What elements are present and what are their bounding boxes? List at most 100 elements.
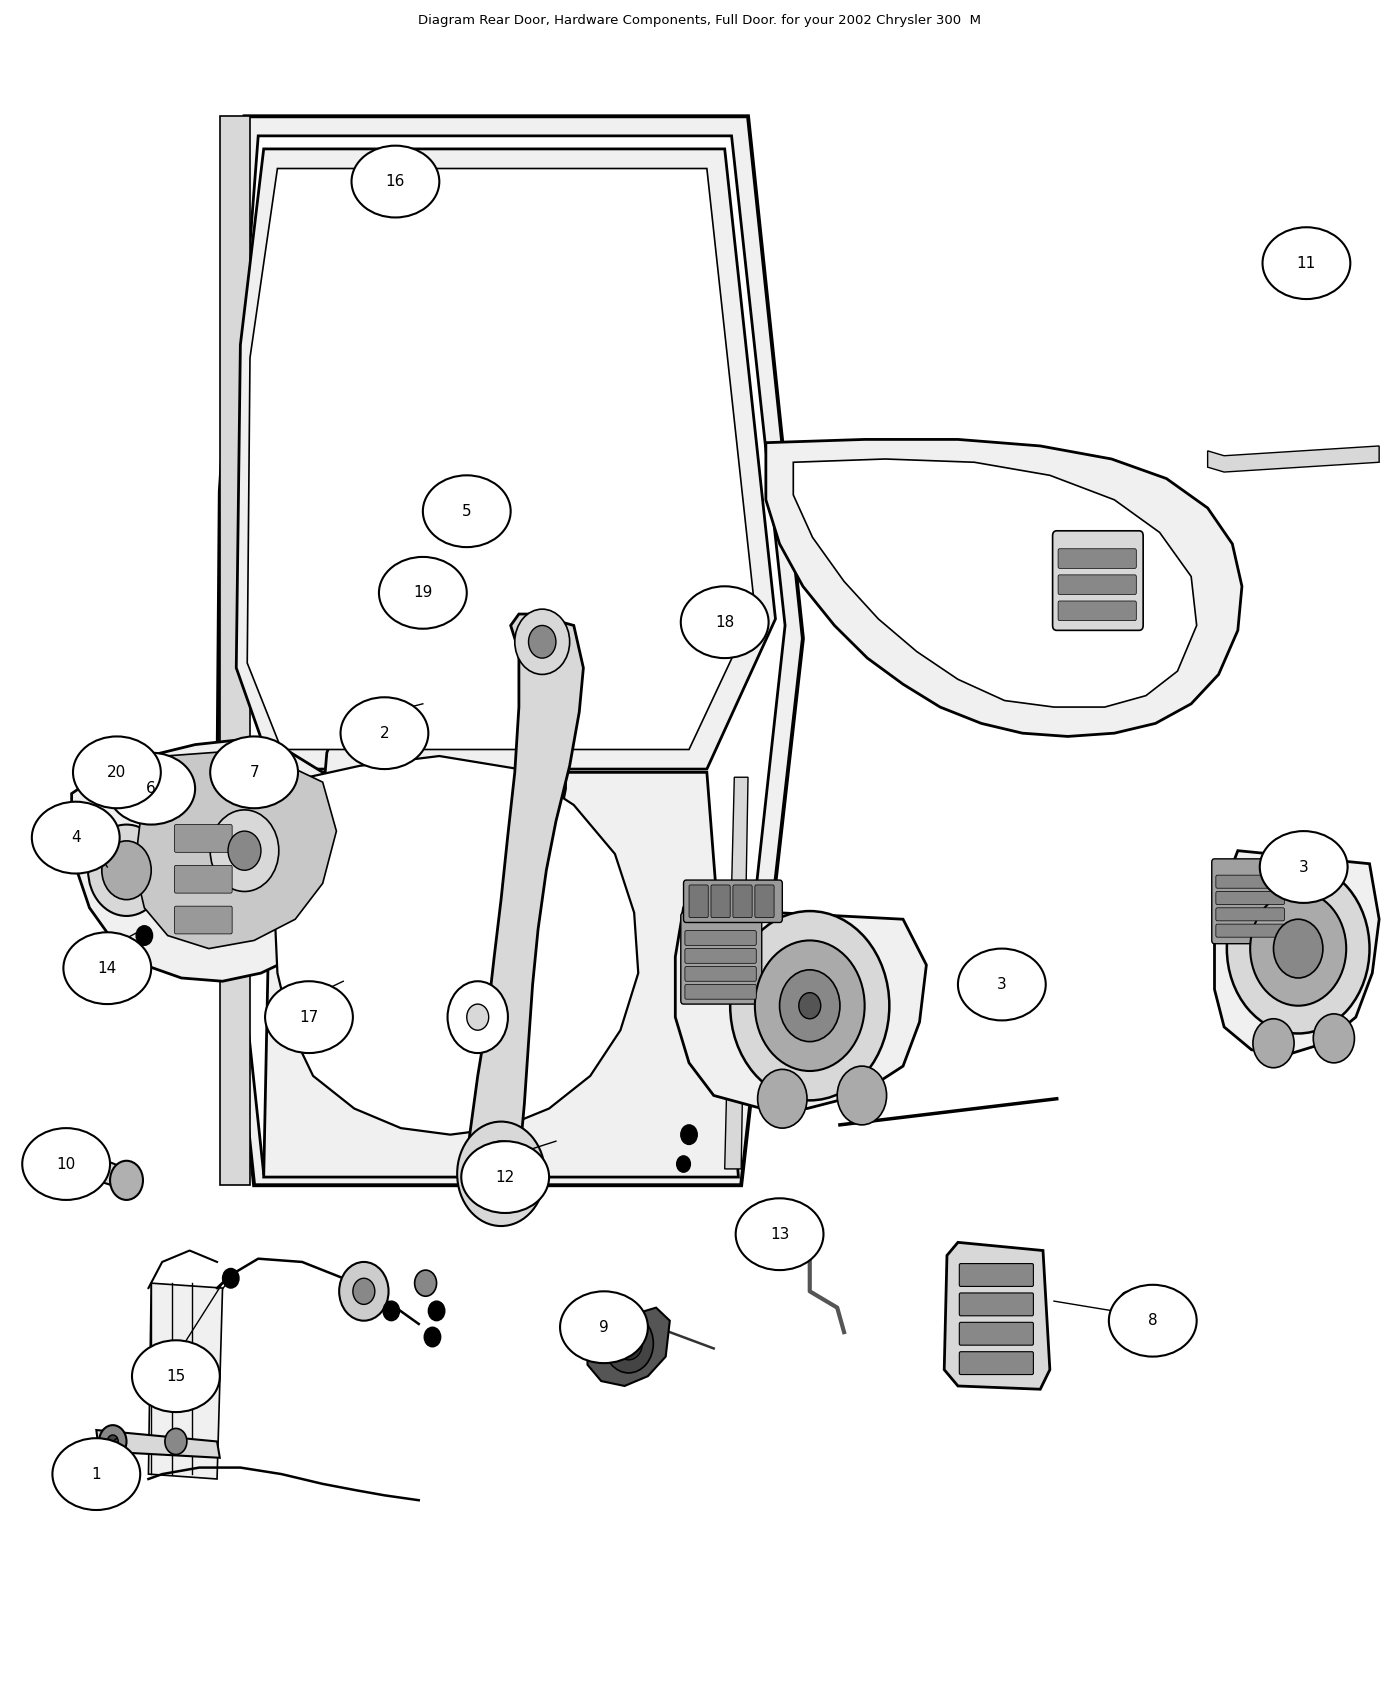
Circle shape <box>424 1328 441 1346</box>
Circle shape <box>136 927 153 945</box>
Circle shape <box>384 1300 399 1321</box>
Text: 2: 2 <box>379 726 389 741</box>
Circle shape <box>88 824 165 916</box>
Circle shape <box>353 1278 375 1304</box>
Text: 5: 5 <box>462 503 472 518</box>
Circle shape <box>339 1261 389 1321</box>
Circle shape <box>490 1161 512 1187</box>
Circle shape <box>1275 245 1291 265</box>
Ellipse shape <box>32 802 119 874</box>
Circle shape <box>99 1425 126 1459</box>
Ellipse shape <box>22 1129 111 1200</box>
Circle shape <box>529 626 556 658</box>
Ellipse shape <box>340 697 428 768</box>
Circle shape <box>780 969 840 1042</box>
FancyBboxPatch shape <box>685 930 756 945</box>
Ellipse shape <box>265 981 353 1052</box>
FancyBboxPatch shape <box>683 881 783 923</box>
Ellipse shape <box>351 146 440 218</box>
Polygon shape <box>944 1243 1050 1389</box>
Polygon shape <box>263 772 738 1176</box>
FancyBboxPatch shape <box>1058 575 1137 595</box>
Circle shape <box>210 809 279 891</box>
Circle shape <box>1313 1013 1354 1062</box>
Circle shape <box>458 1122 545 1226</box>
Polygon shape <box>220 116 251 1185</box>
Polygon shape <box>274 756 638 1134</box>
Polygon shape <box>248 168 755 750</box>
Circle shape <box>473 1141 529 1207</box>
Text: 1: 1 <box>91 1467 101 1482</box>
Polygon shape <box>237 150 776 768</box>
Polygon shape <box>217 116 804 1185</box>
Circle shape <box>731 911 889 1100</box>
Ellipse shape <box>108 753 195 824</box>
FancyBboxPatch shape <box>1053 530 1144 631</box>
FancyBboxPatch shape <box>1215 908 1284 921</box>
Circle shape <box>111 1161 143 1200</box>
Polygon shape <box>134 750 336 949</box>
Polygon shape <box>66 1144 137 1193</box>
Text: 9: 9 <box>599 1319 609 1334</box>
Text: 8: 8 <box>1148 1312 1158 1328</box>
Text: 3: 3 <box>997 977 1007 993</box>
Ellipse shape <box>680 586 769 658</box>
Circle shape <box>466 1005 489 1030</box>
Circle shape <box>428 1300 445 1321</box>
Polygon shape <box>97 1430 220 1459</box>
Circle shape <box>1226 864 1369 1034</box>
FancyBboxPatch shape <box>175 865 232 893</box>
Circle shape <box>1274 920 1323 977</box>
Circle shape <box>1120 1292 1137 1311</box>
Circle shape <box>837 1066 886 1125</box>
Circle shape <box>228 831 260 870</box>
Text: 13: 13 <box>770 1227 790 1241</box>
Ellipse shape <box>461 1141 549 1214</box>
Ellipse shape <box>132 1340 220 1413</box>
Text: 15: 15 <box>167 1368 186 1384</box>
Circle shape <box>108 1435 118 1448</box>
Text: 10: 10 <box>56 1156 76 1171</box>
Text: 14: 14 <box>98 960 118 976</box>
Text: 17: 17 <box>300 1010 319 1025</box>
Polygon shape <box>466 614 584 1217</box>
FancyBboxPatch shape <box>1212 858 1288 944</box>
Circle shape <box>1253 1018 1294 1068</box>
Ellipse shape <box>52 1438 140 1510</box>
Text: 7: 7 <box>249 765 259 780</box>
Text: 19: 19 <box>413 585 433 600</box>
Text: 6: 6 <box>147 782 155 796</box>
Circle shape <box>448 981 508 1052</box>
FancyBboxPatch shape <box>685 949 756 964</box>
FancyBboxPatch shape <box>1215 925 1284 937</box>
FancyBboxPatch shape <box>685 984 756 1000</box>
Circle shape <box>102 842 151 899</box>
Circle shape <box>165 1428 186 1455</box>
FancyBboxPatch shape <box>175 906 232 933</box>
FancyBboxPatch shape <box>711 886 731 918</box>
Polygon shape <box>322 658 566 916</box>
Ellipse shape <box>958 949 1046 1020</box>
FancyBboxPatch shape <box>1058 549 1137 568</box>
FancyBboxPatch shape <box>959 1294 1033 1316</box>
FancyBboxPatch shape <box>959 1352 1033 1375</box>
Ellipse shape <box>1109 1285 1197 1357</box>
Ellipse shape <box>1260 831 1348 903</box>
Ellipse shape <box>63 932 151 1005</box>
Polygon shape <box>227 136 785 1173</box>
FancyBboxPatch shape <box>175 824 232 852</box>
Polygon shape <box>725 777 748 1170</box>
Ellipse shape <box>210 736 298 808</box>
FancyBboxPatch shape <box>1215 891 1284 904</box>
Circle shape <box>615 1328 643 1360</box>
Polygon shape <box>148 1284 223 1479</box>
Text: 16: 16 <box>386 173 405 189</box>
Circle shape <box>45 1134 94 1193</box>
Circle shape <box>515 609 570 675</box>
FancyBboxPatch shape <box>680 913 762 1005</box>
Ellipse shape <box>1263 228 1351 299</box>
Text: 11: 11 <box>1296 255 1316 270</box>
Polygon shape <box>675 908 927 1108</box>
FancyBboxPatch shape <box>1058 602 1137 620</box>
Ellipse shape <box>423 476 511 547</box>
